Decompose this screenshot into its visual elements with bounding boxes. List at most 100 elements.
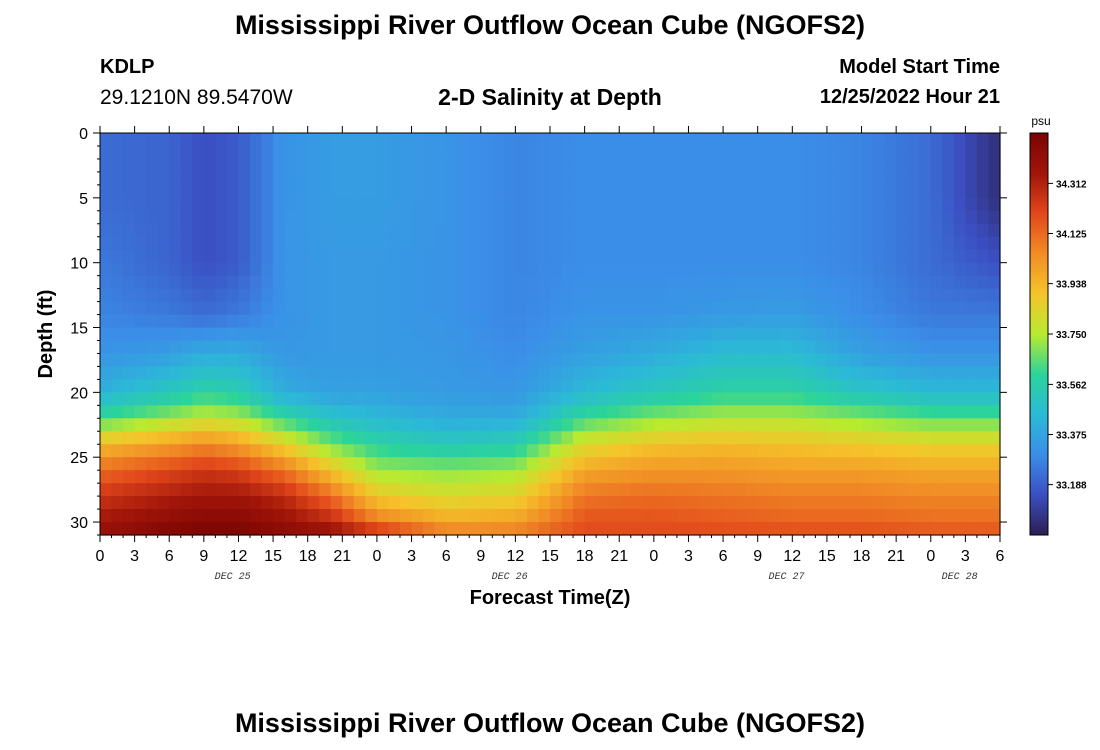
heatmap-cell — [284, 509, 297, 523]
heatmap-cell — [100, 457, 113, 471]
heatmap-cell — [746, 197, 759, 212]
heatmap-cell — [123, 184, 136, 199]
heatmap-cell — [596, 314, 609, 329]
heatmap-cell — [180, 275, 193, 290]
heatmap-cell — [100, 470, 113, 484]
heatmap-cell — [226, 327, 240, 342]
heatmap-cell — [688, 340, 701, 355]
heatmap-cell — [838, 210, 851, 225]
heatmap-cell — [896, 249, 909, 264]
heatmap-cell — [919, 249, 932, 264]
heatmap-cell — [723, 301, 736, 316]
heatmap-cell — [157, 145, 170, 160]
heatmap-cell — [307, 275, 320, 290]
heatmap-cell — [884, 145, 897, 160]
heatmap-cell — [711, 223, 724, 238]
heatmap-cell — [873, 522, 886, 536]
heatmap-cell — [226, 418, 240, 432]
heatmap-cell — [619, 275, 632, 290]
heatmap-cell — [480, 236, 493, 251]
heatmap-cell — [826, 379, 840, 393]
heatmap-cell — [157, 444, 170, 458]
heatmap-cell — [953, 509, 966, 523]
heatmap-cell — [215, 496, 228, 510]
heatmap-cell — [515, 184, 528, 199]
heatmap-cell — [896, 301, 909, 316]
heatmap-cell — [976, 509, 990, 523]
heatmap-cell — [665, 457, 678, 471]
heatmap-cell — [111, 522, 124, 536]
heatmap-cell — [111, 457, 124, 471]
heatmap-cell — [457, 301, 470, 316]
heatmap-cell — [296, 197, 309, 212]
heatmap-cell — [365, 340, 378, 355]
heatmap-cell — [619, 223, 632, 238]
heatmap-cell — [826, 522, 840, 536]
heatmap-cell — [538, 366, 551, 380]
heatmap-cell — [434, 509, 447, 523]
heatmap-cell — [676, 353, 690, 368]
heatmap-cell — [630, 431, 643, 445]
heatmap-cell — [365, 314, 378, 329]
heatmap-cell — [873, 145, 886, 160]
heatmap-cell — [700, 158, 713, 173]
heatmap-cell — [469, 236, 482, 251]
heatmap-cell — [561, 444, 574, 458]
heatmap-cell — [503, 340, 516, 355]
heatmap-cell — [123, 275, 136, 290]
heatmap-cell — [919, 223, 932, 238]
heatmap-cell — [238, 457, 251, 471]
heatmap-cell — [400, 171, 413, 186]
heatmap-cell — [550, 288, 563, 303]
x-tick-label: 15 — [264, 548, 282, 565]
heatmap-cell — [538, 431, 551, 445]
heatmap-cell — [792, 405, 805, 419]
heatmap-cell — [330, 444, 343, 458]
heatmap-cell — [503, 171, 516, 186]
heatmap-cell — [273, 457, 286, 471]
heatmap-cell — [792, 327, 805, 342]
heatmap-cell — [826, 197, 840, 212]
heatmap-cell — [423, 171, 436, 186]
heatmap-cell — [700, 210, 713, 225]
heatmap-cell — [123, 197, 136, 212]
heatmap-cell — [457, 288, 470, 303]
heatmap-cell — [711, 379, 724, 393]
heatmap-cell — [296, 522, 309, 536]
heatmap-cell — [515, 405, 528, 419]
heatmap-cell — [757, 301, 770, 316]
heatmap-cell — [538, 236, 551, 251]
heatmap-cell — [826, 249, 840, 264]
heatmap-cell — [446, 301, 459, 316]
heatmap-cell — [746, 366, 759, 380]
heatmap-cell — [965, 133, 978, 147]
heatmap-cell — [388, 158, 401, 173]
heatmap-cell — [250, 275, 263, 290]
heatmap-cell — [573, 470, 586, 484]
heatmap-cell — [907, 496, 920, 510]
heatmap-cell — [376, 197, 390, 212]
heatmap-cell — [746, 509, 759, 523]
heatmap-cell — [353, 275, 366, 290]
heatmap-cell — [953, 366, 966, 380]
heatmap-cell — [596, 418, 609, 432]
heatmap-cell — [203, 158, 216, 173]
heatmap-cell — [353, 444, 366, 458]
heatmap-cell — [273, 405, 286, 419]
heatmap-cell — [607, 340, 620, 355]
heatmap-cell — [676, 171, 690, 186]
heatmap-cell — [192, 288, 205, 303]
heatmap-cell — [100, 353, 113, 368]
heatmap-cell — [296, 327, 309, 342]
heatmap-cell — [180, 249, 193, 264]
heatmap-cell — [423, 145, 436, 160]
heatmap-cell — [573, 158, 586, 173]
heatmap-cell — [550, 392, 563, 406]
heatmap-cell — [815, 392, 828, 406]
heatmap-cell — [976, 301, 990, 316]
heatmap-cell — [746, 418, 759, 432]
heatmap-cell — [284, 340, 297, 355]
heatmap-cell — [503, 288, 516, 303]
heatmap-cell — [538, 405, 551, 419]
heatmap-cell — [319, 197, 332, 212]
